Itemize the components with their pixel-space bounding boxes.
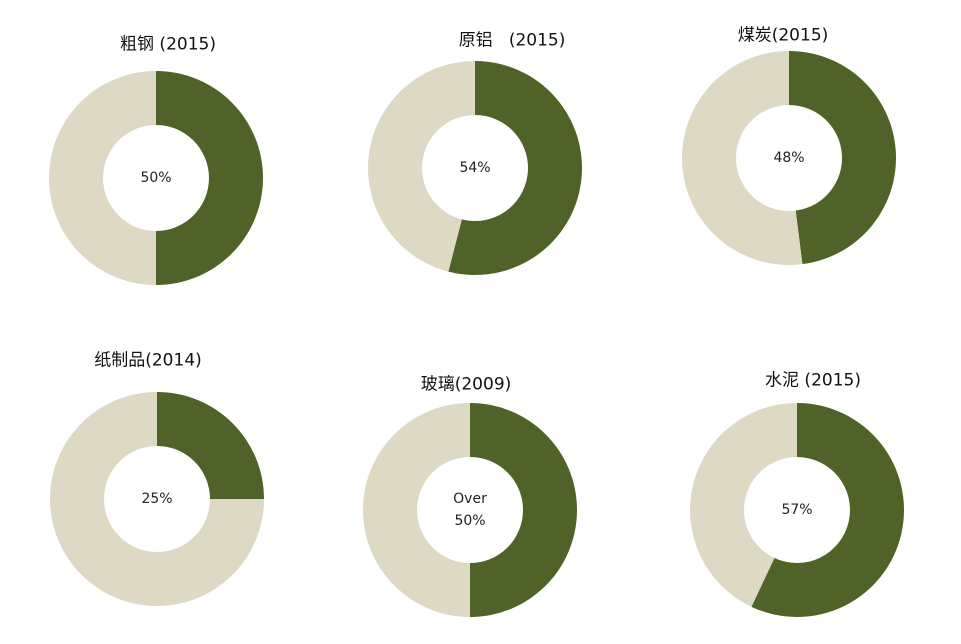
chart-title: 玻璃(2009) — [420, 374, 512, 395]
donut-segment — [368, 61, 475, 272]
donut-segment — [49, 71, 156, 285]
center-label: 25% — [141, 491, 173, 507]
donut-segment — [448, 61, 582, 275]
donut-segment — [50, 392, 264, 606]
center-label: Over 50% — [453, 491, 487, 529]
donut-segment — [156, 71, 263, 285]
chart-title: 水泥 (2015) — [765, 370, 861, 391]
donut-segment — [682, 51, 803, 265]
donut-segment — [751, 403, 905, 617]
center-label: 54% — [459, 160, 491, 176]
donut-segment — [157, 392, 264, 499]
chart-title: 煤炭(2015) — [737, 25, 829, 46]
donut-segment — [470, 403, 577, 617]
center-label: 48% — [773, 150, 805, 166]
donut-segment — [789, 51, 896, 265]
chart-title: 纸制品(2014) — [94, 350, 202, 371]
chart-title: 原铝 (2015) — [458, 30, 566, 51]
center-label: 57% — [781, 502, 813, 518]
donut-segment — [363, 403, 470, 617]
chart-title: 粗钢 (2015) — [120, 34, 216, 55]
center-label: 50% — [140, 170, 172, 186]
donut-segment — [690, 403, 797, 607]
